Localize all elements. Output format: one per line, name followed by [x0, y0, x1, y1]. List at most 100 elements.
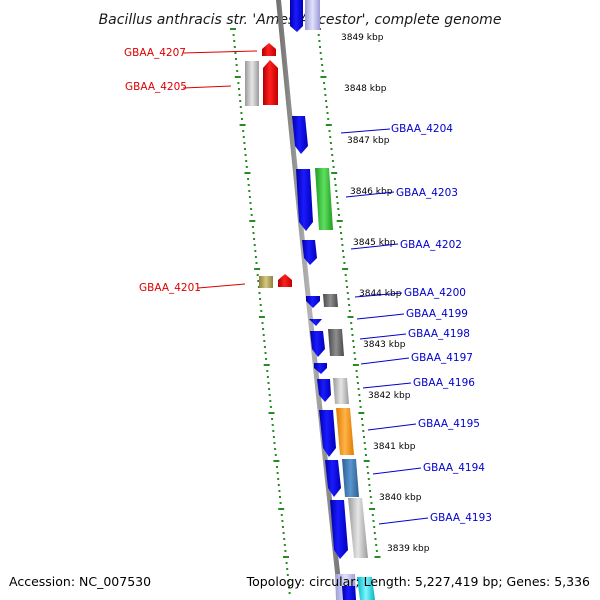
gene-label-GBAA_4196[interactable]: GBAA_4196 [413, 377, 475, 389]
gene-label-GBAA_4207[interactable]: GBAA_4207 [124, 47, 186, 59]
ruler-dot [352, 340, 355, 342]
gene-label-GBAA_4203[interactable]: GBAA_4203 [396, 187, 458, 199]
ruler-dot [354, 358, 357, 360]
ruler-tick [244, 172, 251, 174]
gene-label-GBAA_4193[interactable]: GBAA_4193 [430, 512, 492, 524]
ruler-dot [373, 532, 376, 534]
ruler-dot [248, 196, 251, 198]
kbp-label: 3842 kbp [368, 391, 411, 401]
ruler-dot [265, 358, 268, 360]
ruler-dot [331, 154, 334, 156]
kbp-label: 3843 kbp [363, 340, 406, 350]
ruler-dot [240, 112, 243, 114]
gene-GBAA_4194[interactable] [325, 459, 359, 497]
gene-GBAA_4196[interactable] [317, 378, 349, 404]
ruler-dot [242, 136, 245, 138]
gene-label-GBAA_4204[interactable]: GBAA_4204 [391, 123, 453, 135]
gene-GBAA_4207[interactable] [262, 43, 276, 56]
gene-label-GBAA_4194[interactable]: GBAA_4194 [423, 462, 485, 474]
ruler-dot [260, 310, 263, 312]
ruler-dot [271, 418, 274, 420]
gene-label-GBAA_4197[interactable]: GBAA_4197 [411, 352, 473, 364]
gene-GBAA_4197[interactable] [314, 363, 327, 374]
gene-GBAA_4202[interactable] [302, 240, 317, 265]
ruler-dot [254, 250, 257, 252]
gene-label-GBAA_4202[interactable]: GBAA_4202 [400, 239, 462, 251]
ruler-dot [238, 88, 240, 90]
kbp-label: 3847 kbp [347, 136, 390, 146]
ruler-tick [342, 268, 349, 270]
gene-GBAA_4201[interactable] [259, 274, 292, 288]
ruler-tick [239, 124, 246, 126]
ruler-tick [336, 220, 343, 222]
gene-GBAA_4198[interactable] [310, 329, 344, 357]
ruler-dot [342, 256, 345, 258]
ruler-dot [276, 466, 278, 468]
ruler-dot [319, 52, 322, 54]
ruler-dot [238, 94, 241, 96]
ruler-dot [335, 190, 338, 192]
ruler-dot [284, 550, 287, 552]
gene-GBAA_4203[interactable] [296, 168, 333, 231]
gene-partial-top[interactable] [290, 0, 320, 32]
gene-GBAA_4199[interactable] [309, 319, 322, 326]
ruler-dot [287, 580, 290, 582]
ruler-dot [269, 400, 272, 402]
gene-label-GBAA_4199[interactable]: GBAA_4199 [406, 308, 468, 320]
ruler-dot [255, 262, 258, 264]
ruler-dot [375, 550, 378, 552]
ruler-tick [369, 508, 376, 510]
gene-label-GBAA_4205[interactable]: GBAA_4205 [125, 81, 187, 93]
gene-GBAA_4195[interactable] [319, 408, 354, 457]
ruler-dot [366, 466, 369, 468]
ruler-dot [259, 304, 262, 306]
gene-label-GBAA_4201[interactable]: GBAA_4201 [139, 282, 201, 294]
ruler-dot [283, 538, 286, 540]
ruler-dot [267, 382, 270, 384]
ruler-dot [347, 298, 350, 300]
ruler-dot [232, 34, 235, 36]
ruler-dot [355, 370, 358, 372]
ruler-dot [363, 436, 365, 438]
ruler-dot [367, 478, 370, 480]
ruler-dot [271, 424, 274, 426]
gene-label-GBAA_4198[interactable]: GBAA_4198 [408, 328, 470, 340]
ruler-dot [344, 274, 347, 276]
ruler-dot [335, 196, 338, 198]
ruler-dot [262, 328, 265, 330]
ruler-dot [261, 322, 264, 324]
gene-GBAA_4200[interactable] [306, 294, 338, 308]
gene-label-GBAA_4200[interactable]: GBAA_4200 [404, 287, 466, 299]
gene-label-GBAA_4195[interactable]: GBAA_4195 [418, 418, 480, 430]
ruler-dot [359, 400, 361, 402]
gene-GBAA_4205[interactable] [245, 60, 278, 106]
ruler-dot [264, 352, 267, 354]
ruler-tick [278, 508, 285, 510]
ruler-tick [249, 220, 256, 222]
ruler-dot [266, 376, 269, 378]
ruler-dot [340, 232, 342, 234]
ruler-dot [325, 100, 328, 102]
ruler-dot [250, 214, 253, 216]
ruler-dot [369, 490, 372, 492]
gene-GBAA_4193[interactable] [330, 498, 368, 559]
ruler-dot [288, 592, 291, 594]
ruler-dot [350, 322, 353, 324]
ruler-dot [321, 64, 324, 66]
ruler-dot [365, 454, 367, 456]
ruler-dot [329, 136, 332, 138]
ruler-dot [369, 496, 372, 498]
ruler-dot [286, 568, 289, 570]
ruler-dot [351, 334, 354, 336]
ruler-dot [348, 310, 351, 312]
kbp-label: 3848 kbp [344, 84, 387, 94]
ruler-dot [323, 82, 326, 84]
ruler-tick [331, 172, 338, 174]
gene-GBAA_4204[interactable] [292, 116, 308, 154]
ruler-dot [236, 70, 239, 72]
gene-partial-bottom[interactable] [335, 574, 375, 600]
gene-label-leaders [182, 50, 429, 525]
ruler-tick [325, 124, 332, 126]
ruler-dot [340, 238, 343, 240]
